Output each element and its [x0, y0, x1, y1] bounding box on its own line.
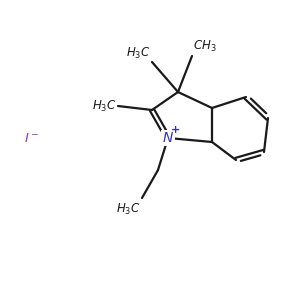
Text: $N$: $N$: [162, 131, 174, 145]
Text: +: +: [171, 125, 181, 135]
Text: $H_3C$: $H_3C$: [126, 46, 151, 61]
Text: $H_3C$: $H_3C$: [92, 98, 117, 113]
Text: $H_3C$: $H_3C$: [116, 202, 141, 217]
Text: $I^-$: $I^-$: [24, 131, 40, 145]
Text: $CH_3$: $CH_3$: [193, 39, 217, 54]
